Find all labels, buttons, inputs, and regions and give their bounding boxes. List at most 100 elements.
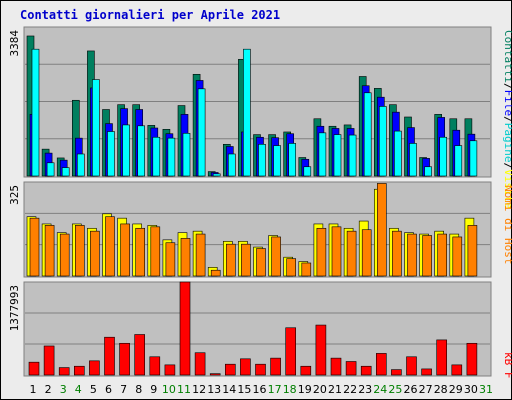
bar-pagine	[61, 167, 70, 177]
legend-segment: File	[502, 90, 512, 117]
bar-host	[452, 236, 463, 277]
bar-pagine	[152, 136, 161, 177]
x-tick-label: 12	[192, 383, 206, 396]
bar-host	[210, 269, 221, 277]
bar-pagine	[424, 166, 432, 177]
bar-pagine	[46, 162, 55, 177]
bar-pagine	[348, 134, 357, 177]
bar-kb	[179, 281, 191, 376]
x-tick-label: 11	[177, 383, 191, 396]
bar-host	[150, 226, 161, 277]
bar-host	[256, 248, 266, 277]
x-tick-label: 2	[45, 383, 52, 396]
bar-pagine	[182, 132, 191, 177]
x-tick-label: 20	[313, 383, 327, 396]
bar-host	[346, 230, 357, 277]
x-tick-label: 15	[237, 383, 251, 396]
bar-pagine	[363, 92, 372, 177]
x-tick-label: 6	[105, 383, 112, 396]
x-tick-label: 1	[30, 383, 37, 396]
x-tick-label: 27	[419, 383, 433, 396]
bar-kb	[119, 342, 130, 376]
x-tick-label: 30	[464, 383, 478, 396]
bar-kb	[466, 342, 478, 376]
bar-pagine	[318, 132, 327, 177]
bar-host	[361, 229, 372, 277]
x-tick-label: 19	[298, 383, 312, 396]
x-tick-label: 17	[268, 383, 282, 396]
bar-kb	[240, 358, 251, 376]
bar-kb	[330, 357, 342, 376]
bar-kb	[28, 361, 40, 376]
bar-kb	[134, 334, 145, 376]
x-tick-label: 13	[207, 383, 221, 396]
legend-middle: Nomi di Host	[502, 185, 512, 264]
bar-kb	[74, 365, 85, 376]
bar-kb	[436, 339, 448, 376]
x-tick-label: 18	[283, 383, 297, 396]
chart-title: Contatti giornalieri per Aprile 2021	[20, 8, 280, 22]
x-tick-label: 23	[358, 383, 372, 396]
x-tick-label: 22	[343, 383, 357, 396]
bar-pagine	[167, 137, 176, 177]
bar-kb	[391, 369, 402, 376]
bar-pagine	[77, 153, 85, 177]
bar-host	[90, 230, 100, 277]
bar-pagine	[288, 143, 297, 177]
bar-kb	[194, 352, 206, 376]
bar-pagine	[92, 79, 100, 177]
bar-kb	[225, 363, 236, 376]
bar-pagine	[394, 130, 402, 177]
x-tick-label: 5	[90, 383, 97, 396]
bar-host	[407, 233, 417, 277]
bar-host	[376, 183, 387, 277]
x-tick-label: 25	[388, 383, 402, 396]
bar-host	[286, 258, 297, 277]
legend-segment: Visite	[502, 169, 512, 209]
bar-pagine	[137, 125, 145, 177]
legend-segment: /	[502, 83, 512, 90]
bar-host	[241, 243, 251, 277]
middle-ymax-label: 325	[8, 185, 21, 205]
bar-kb	[315, 324, 327, 376]
bar-kb	[300, 365, 312, 376]
legend-top: Contatti/File/Pagine/Visite	[502, 30, 512, 209]
bar-host	[331, 226, 342, 277]
bar-host	[59, 233, 70, 277]
bar-kb	[149, 356, 161, 376]
legend-segment: Contatti	[502, 30, 512, 83]
x-axis-labels: 1 2 3 4 5 6 7 8 9 10 11 12 13 14 15 16 17 18 19 20 21 22 23 24 2…	[30, 383, 494, 396]
legend-segment: /	[502, 162, 512, 169]
bar-kb	[406, 356, 417, 376]
bar-host	[226, 243, 236, 277]
bar-host	[44, 225, 55, 277]
top-ymax-label: 3384	[8, 30, 21, 57]
bar-kb	[360, 365, 372, 376]
bar-host	[105, 216, 115, 277]
bottom-ymax-label: 1377993	[8, 285, 21, 331]
bar-pagine	[273, 145, 281, 177]
bar-pagine	[469, 140, 478, 177]
bar-pagine	[439, 136, 448, 177]
panel-bottom: 1377993	[8, 281, 492, 377]
bar-host	[75, 225, 85, 277]
x-tick-label: 4	[75, 383, 82, 396]
bar-pagine	[107, 131, 115, 177]
x-tick-label: 21	[328, 383, 342, 396]
bar-host	[437, 233, 448, 277]
bar-kb	[255, 363, 266, 376]
bar-kb	[164, 364, 176, 376]
x-tick-label: 14	[222, 383, 236, 396]
bar-pagine	[31, 48, 40, 177]
bar-kb	[375, 353, 387, 376]
legend-bottom: kB F	[502, 352, 512, 379]
bar-host	[195, 233, 206, 277]
x-tick-label: 26	[404, 383, 418, 396]
panel-middle: 325	[8, 181, 492, 278]
x-tick-label: 31	[479, 383, 493, 396]
bar-host	[271, 236, 281, 277]
x-tick-label: 29	[449, 383, 463, 396]
bar-pagine	[197, 88, 206, 177]
legend-segment: Pagine	[502, 123, 512, 163]
